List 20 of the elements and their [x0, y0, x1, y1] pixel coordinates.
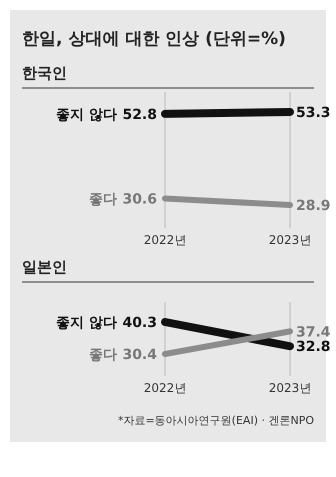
text: 좋다: [89, 347, 117, 363]
data-label: 37.4: [296, 324, 331, 340]
data-label: 28.9: [296, 198, 331, 214]
text: 좋지 않다: [56, 315, 117, 331]
chart-subtitle: 한국인: [22, 64, 67, 82]
data-label: 30.6: [122, 192, 157, 208]
x-tick-label: 2022년: [144, 233, 186, 247]
text: 좋다: [89, 192, 117, 208]
data-label: 52.8: [122, 106, 157, 123]
chart-title: 한일, 상대에 대한 인상 (단위=%): [22, 29, 286, 49]
x-tick-label: 2023년: [268, 381, 312, 395]
data-label: 32.8: [296, 339, 331, 356]
chart-title: 일본인: [22, 258, 67, 276]
data-label: 53.3: [296, 105, 331, 121]
x-tick-label: 2023년: [268, 233, 312, 247]
data-label: 30.4: [122, 347, 158, 363]
x-tick-label: 2022년: [144, 381, 186, 395]
text: 좋지 않다: [56, 106, 117, 123]
text: *자료=동아시아연구원(EAI) · 겐론NPO: [118, 414, 314, 427]
data-label: 40.3: [122, 315, 157, 331]
